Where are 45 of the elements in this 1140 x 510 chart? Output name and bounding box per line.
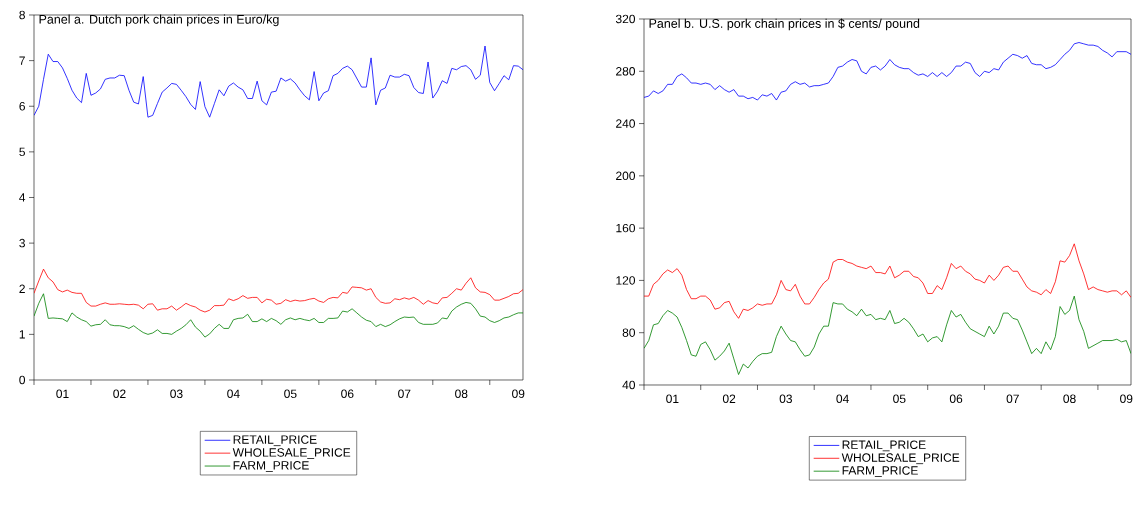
y-tick-label: 4 [19,193,26,202]
line-series [644,243,1131,319]
x-tick-label: 09 [1120,394,1133,404]
y-tick-label: 5 [19,147,25,157]
y-tick-label: 40 [622,380,636,390]
y-tick-label: 320 [615,14,636,24]
y-tick-label: 200 [616,171,636,181]
x-tick-label: 01 [56,389,69,399]
legend-label: RETAIL_PRICE [233,435,317,447]
x-tick-label: 02 [722,394,736,404]
x-tick-label: 05 [893,394,906,404]
x-tick-label: 08 [455,389,468,399]
y-tick-label: 240 [616,119,636,128]
x-tick-label: 01 [666,394,679,404]
y-tick-label: 1 [19,330,25,339]
x-tick-label: 08 [1063,394,1076,404]
x-tick-label: 03 [170,389,183,399]
legend-label: FARM_PRICE [233,461,309,472]
legend-label: RETAIL_PRICE [842,440,926,452]
legend-label: WHOLESALE_PRICE [841,453,960,465]
y-tick-label: 120 [616,276,636,285]
x-tick-label: 03 [779,394,792,404]
y-tick-label: 2 [19,284,25,293]
y-tick-label: 6 [19,102,25,111]
x-tick-label: 04 [227,389,240,399]
x-tick-label: 09 [512,389,525,399]
y-tick-label: 8 [19,10,25,20]
y-tick-label: 80 [622,328,636,337]
x-tick-label: 02 [113,389,126,399]
legend-label: FARM_PRICE [842,466,918,477]
y-tick-label: 280 [616,67,636,76]
x-tick-label: 04 [836,394,849,404]
legend-label: WHOLESALE_PRICE [232,448,351,459]
line-series [34,268,523,313]
x-tick-label: 07 [1006,394,1019,404]
x-tick-label: 05 [284,389,297,399]
y-tick-label: 160 [616,223,636,233]
y-tick-label: 7 [19,56,25,65]
x-tick-label: 06 [341,389,354,399]
y-tick-label: 3 [19,238,25,248]
x-tick-label: 06 [949,394,963,404]
chart-title: Panel a. Dutch pork chain prices in Euro/kg [39,14,279,27]
chart-title: Panel b. U.S. pork chain prices in $ cents/ pound [649,18,920,31]
x-tick-label: 07 [398,389,411,399]
y-tick-label: 0 [19,375,26,385]
